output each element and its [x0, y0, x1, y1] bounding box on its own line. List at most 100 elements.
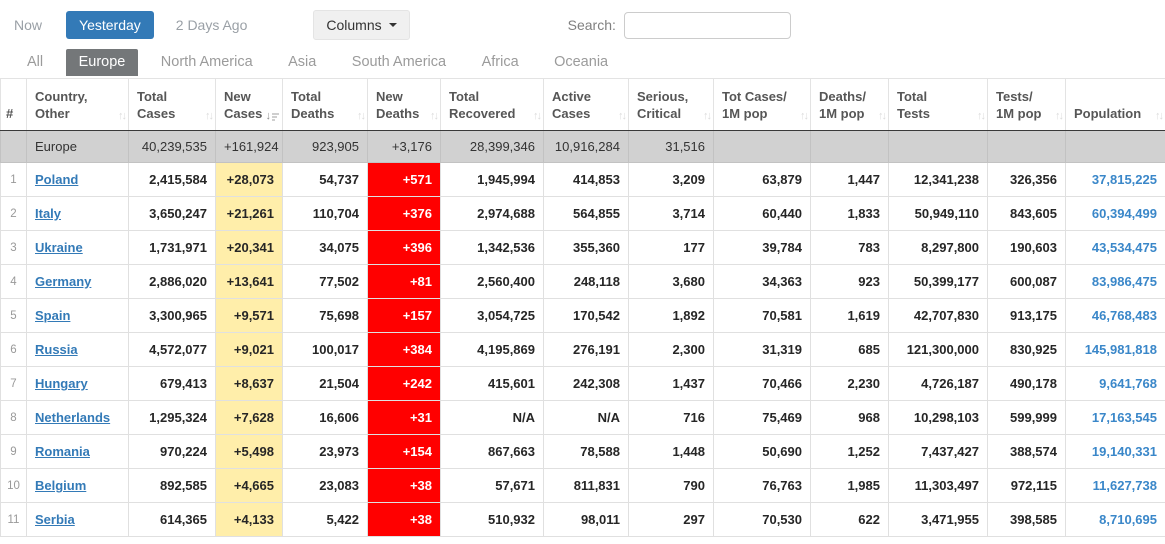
cell-tests-per-1m: 388,574 — [987, 434, 1066, 469]
population-link[interactable]: 145,981,818 — [1084, 342, 1157, 357]
cell-active-cases: 355,360 — [543, 230, 629, 265]
cell-deaths-per-1m: 968 — [810, 400, 889, 435]
country-link[interactable]: Ukraine — [35, 240, 83, 255]
cell-cases-per-1m: 31,319 — [713, 332, 811, 367]
column-header-total-recovered[interactable]: Total Recovered ↑↓ — [440, 78, 544, 131]
continent-tab-europe[interactable]: Europe — [65, 49, 139, 76]
table-row: 5 Spain 3,300,965 +9,571 75,698 +157 3,054,725… — [0, 298, 1165, 333]
population-link[interactable]: 46,768,483 — [1091, 308, 1157, 323]
country-link[interactable]: Germany — [35, 274, 92, 289]
cell-population: 60,394,499 — [1065, 196, 1165, 231]
column-header-country[interactable]: Country, Other ↑↓ — [26, 78, 129, 131]
country-link[interactable]: Belgium — [35, 478, 87, 493]
cell-tests-per-1m: 830,925 — [987, 332, 1066, 367]
cell-population: 83,986,475 — [1065, 264, 1165, 299]
country-link[interactable]: Hungary — [35, 376, 88, 391]
cell-serious-critical: 1,892 — [628, 298, 714, 333]
summary-row-europe: Europe 40,239,535 +161,924 923,905 +3,176 28,… — [0, 130, 1165, 163]
sort-icon: ↑↓ — [430, 110, 439, 122]
continent-tab-asia[interactable]: Asia — [288, 54, 317, 70]
table-row: 2 Italy 3,650,247 +21,261 110,704 +376 2,974,6… — [0, 196, 1165, 231]
cell-total-deaths: 21,504 — [282, 366, 368, 401]
sort-icon: ↑↓ — [118, 110, 127, 122]
cell-tests-per-1m: 599,999 — [987, 400, 1066, 435]
cell-population: 46,768,483 — [1065, 298, 1165, 333]
cell-tests-per-1m: 398,585 — [987, 502, 1066, 537]
population-link[interactable]: 43,534,475 — [1091, 240, 1157, 255]
column-header-label: Total Tests — [897, 89, 930, 122]
continent-tab-south-america[interactable]: South America — [351, 54, 447, 70]
cell-cases-per-1m — [713, 130, 811, 163]
column-header-rank: # — [0, 78, 27, 131]
continent-tab-africa[interactable]: Africa — [481, 54, 519, 70]
cell-total-tests: 8,297,800 — [888, 230, 988, 265]
country-link[interactable]: Romania — [35, 444, 90, 459]
cell-serious-critical: 3,680 — [628, 264, 714, 299]
sort-icon: ↑↓ — [703, 110, 712, 122]
time-tab-2-days-ago[interactable]: 2 Days Ago — [175, 17, 248, 33]
column-header-new-deaths[interactable]: New Deaths ↑↓ — [367, 78, 441, 131]
country-link[interactable]: Russia — [35, 342, 78, 357]
column-header-serious-critical[interactable]: Serious, Critical ↑↓ — [628, 78, 714, 131]
population-link[interactable]: 60,394,499 — [1091, 206, 1157, 221]
sort-descending-active-icon: ↓ — [266, 110, 279, 122]
cell-country: Netherlands — [26, 400, 129, 435]
population-link[interactable]: 37,815,225 — [1091, 172, 1157, 187]
column-header-tests-per-1m[interactable]: Tests/ 1M pop ↑↓ — [987, 78, 1066, 131]
column-header-label: Total Cases — [137, 89, 176, 122]
continent-tab-oceania[interactable]: Oceania — [554, 54, 609, 70]
country-link[interactable]: Poland — [35, 172, 79, 187]
country-link[interactable]: Serbia — [35, 512, 75, 527]
population-link[interactable]: 8,710,695 — [1099, 512, 1157, 527]
cell-active-cases: 170,542 — [543, 298, 629, 333]
population-link[interactable]: 11,627,738 — [1092, 478, 1157, 493]
time-tab-now[interactable]: Now — [14, 17, 43, 33]
table-row: 6 Russia 4,572,077 +9,021 100,017 +384 4,195,8… — [0, 332, 1165, 367]
country-link[interactable]: Spain — [35, 308, 71, 323]
cell-tests-per-1m: 913,175 — [987, 298, 1066, 333]
search-input[interactable] — [623, 11, 791, 39]
cell-total-cases: 679,413 — [128, 366, 216, 401]
country-link[interactable]: Italy — [35, 206, 62, 221]
cell-new-deaths: +376 — [367, 196, 441, 231]
cell-rank: 5 — [0, 298, 27, 333]
population-link[interactable]: 17,163,545 — [1091, 410, 1157, 425]
cell-total-tests: 50,949,110 — [888, 196, 988, 231]
cell-total-deaths: 23,973 — [282, 434, 368, 469]
cell-serious-critical: 297 — [628, 502, 714, 537]
table-row: 10 Belgium 892,585 +4,665 23,083 +38 57,671 811… — [0, 468, 1165, 503]
cell-new-cases: +20,341 — [215, 230, 283, 265]
column-header-total-tests[interactable]: Total Tests ↑↓ — [888, 78, 988, 131]
continent-tab-all[interactable]: All — [27, 54, 44, 70]
column-header-deaths-per-1m[interactable]: Deaths/ 1M pop ↑↓ — [810, 78, 889, 131]
population-link[interactable]: 9,641,768 — [1099, 376, 1157, 391]
cell-population: 37,815,225 — [1065, 162, 1165, 197]
column-header-new-cases[interactable]: New Cases ↓ — [215, 78, 283, 131]
column-header-active-cases[interactable]: Active Cases ↑↓ — [543, 78, 629, 131]
cell-rank: 2 — [0, 196, 27, 231]
cell-cases-per-1m: 70,466 — [713, 366, 811, 401]
continent-tab-north-america[interactable]: North America — [160, 54, 253, 70]
column-header-cases-per-1m[interactable]: Tot Cases/ 1M pop ↑↓ — [713, 78, 811, 131]
cell-country: Romania — [26, 434, 129, 469]
cell-cases-per-1m: 70,581 — [713, 298, 811, 333]
columns-dropdown-button[interactable]: Columns — [313, 10, 410, 40]
cell-cases-per-1m: 63,879 — [713, 162, 811, 197]
cell-tests-per-1m: 600,087 — [987, 264, 1066, 299]
cell-active-cases: 811,831 — [543, 468, 629, 503]
column-header-total-deaths[interactable]: Total Deaths ↑↓ — [282, 78, 368, 131]
cell-deaths-per-1m: 1,619 — [810, 298, 889, 333]
cell-rank: 9 — [0, 434, 27, 469]
population-link[interactable]: 83,986,475 — [1091, 274, 1157, 289]
country-link[interactable]: Netherlands — [35, 410, 111, 425]
toolbar: Now Yesterday 2 Days Ago Columns Search: — [0, 0, 1165, 49]
time-tab-yesterday[interactable]: Yesterday — [66, 11, 154, 39]
column-header-label: Tests/ 1M pop — [996, 89, 1042, 122]
cell-serious-critical: 1,448 — [628, 434, 714, 469]
column-header-population[interactable]: Population ↑↓ — [1065, 78, 1165, 131]
cell-new-cases: +7,628 — [215, 400, 283, 435]
table-row: 4 Germany 2,886,020 +13,641 77,502 +81 2,560,4… — [0, 264, 1165, 299]
column-header-total-cases[interactable]: Total Cases ↑↓ — [128, 78, 216, 131]
column-header-label: New Cases — [224, 89, 263, 122]
population-link[interactable]: 19,140,331 — [1091, 444, 1157, 459]
